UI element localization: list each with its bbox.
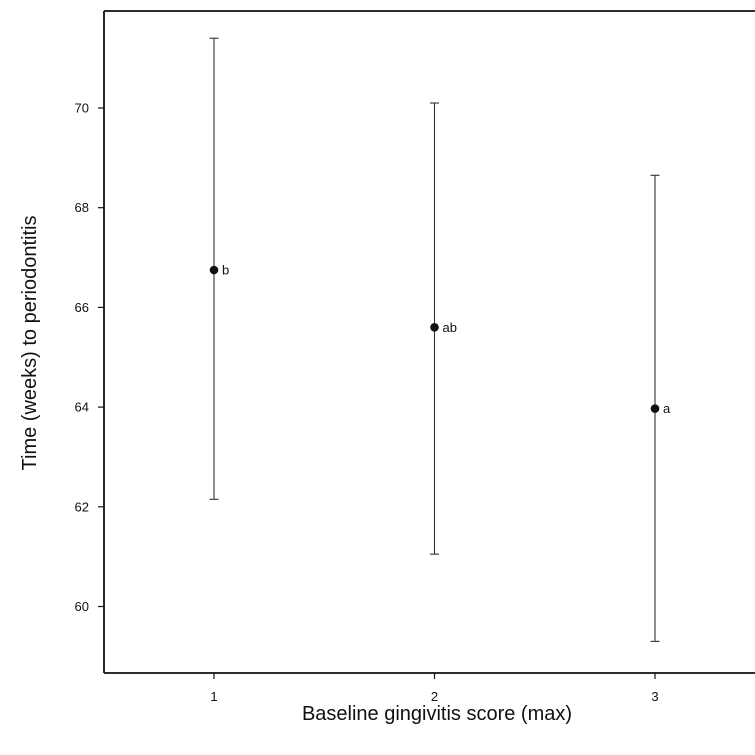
x-tick-label: 2 [431,689,438,704]
data-point [430,323,439,332]
x-axis-title: Baseline gingivitis score (max) [302,703,572,725]
point-label: b [222,263,229,278]
y-tick-label: 64 [75,400,89,415]
x-tick-label: 1 [210,689,217,704]
y-tick-label: 68 [75,200,89,215]
y-tick-label: 66 [75,300,89,315]
y-axis-title: Time (weeks) to periodontitis [19,216,41,471]
y-tick-label: 60 [75,599,89,614]
data-point [650,404,660,413]
y-tick-label: 62 [75,499,89,514]
plot-area: 60 62 64 66 68 70 1 2 3 b ab a [75,10,755,704]
point-label: a [663,401,671,416]
x-tick-label: 3 [651,689,658,704]
point-label: ab [443,320,457,335]
y-tick-label: 70 [75,101,89,116]
data-point [209,265,219,275]
